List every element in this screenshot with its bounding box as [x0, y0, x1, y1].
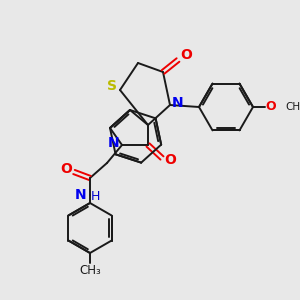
Text: S: S — [107, 79, 117, 93]
Text: O: O — [164, 153, 176, 167]
Text: H: H — [90, 190, 100, 203]
Text: O: O — [60, 162, 72, 176]
Text: O: O — [266, 100, 276, 113]
Text: O: O — [180, 48, 192, 62]
Text: N: N — [75, 188, 87, 202]
Text: N: N — [172, 96, 184, 110]
Text: CH₃: CH₃ — [79, 265, 101, 278]
Text: CH₃: CH₃ — [285, 102, 300, 112]
Text: N: N — [108, 136, 120, 150]
